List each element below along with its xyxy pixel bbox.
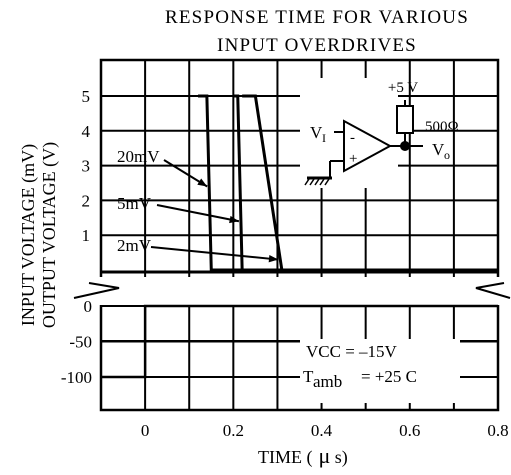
- y-tick-label: 3: [82, 157, 91, 176]
- resistor-label: 500Ω: [425, 119, 459, 135]
- conditions-box: VCC = –15V T amb = +25 C: [300, 339, 460, 403]
- axis-break-right-icon: [475, 282, 511, 299]
- tamb-T: T: [303, 367, 314, 386]
- resistor-icon: [396, 105, 414, 134]
- x-axis-label: TIME (μ s): [258, 443, 348, 468]
- series-label-20mV: 20mV: [117, 147, 160, 166]
- arrow-shaft: [150, 246, 279, 261]
- x-tick-label: 0: [141, 421, 150, 440]
- series-label-arrows: [150, 159, 279, 263]
- chart-title-line2: INPUT OVERDRIVES: [217, 35, 417, 56]
- comparator-symbol: [343, 119, 393, 173]
- plot-frame: [73, 58, 511, 412]
- output-voltage-label: V: [432, 140, 445, 159]
- circuit-schematic: - + V I +5 V 500Ω V o: [300, 78, 459, 188]
- plot-border: [99, 58, 500, 412]
- series-lines: [101, 94, 498, 379]
- series-line-2mV: [242, 94, 498, 272]
- tamb-subscript: amb: [313, 372, 342, 391]
- axis-break-left-icon: [73, 282, 120, 299]
- y-tick-label: -50: [69, 333, 92, 352]
- arrow-shaft: [156, 204, 240, 223]
- y-tick-label: 1: [82, 226, 91, 245]
- x-tick-label: 0.2: [223, 421, 244, 440]
- series-label-2mV: 2mV: [117, 236, 152, 255]
- y-tick-label: 0: [84, 297, 93, 316]
- x-tick-label: 0.4: [311, 421, 333, 440]
- y-tick-labels: 1 2 3 4 5 0 -50 -100: [61, 87, 92, 387]
- x-tick-labels: 0 0.2 0.4 0.6 0.8: [141, 421, 509, 440]
- comparator-minus: -: [350, 130, 355, 146]
- input-voltage-label: V: [310, 123, 323, 142]
- y-tick-label: 4: [82, 122, 91, 141]
- ground-hatch-icon: [304, 178, 330, 186]
- arrow-head-icon: [197, 178, 208, 187]
- y-tick-label: -100: [61, 368, 92, 387]
- y-axis-label-input: INPUT VOLTAGE (mV): [18, 144, 39, 326]
- x-tick-label: 0.8: [487, 421, 508, 440]
- arrow-head-icon: [229, 215, 239, 224]
- conditions-background: [300, 339, 460, 403]
- y-tick-label: 5: [82, 87, 91, 106]
- comparator-plus: +: [349, 151, 357, 167]
- vcc-condition: VCC = –15V: [306, 342, 398, 361]
- tamb-value: = +25 C: [361, 367, 417, 386]
- supply-label: +5 V: [388, 80, 418, 96]
- output-voltage-subscript: o: [444, 148, 450, 162]
- break-gap: [98, 277, 501, 305]
- series-label-5mV: 5mV: [117, 194, 152, 213]
- arrow-head-icon: [268, 254, 279, 263]
- input-voltage-subscript: I: [322, 131, 326, 145]
- y-tick-label: 2: [82, 191, 91, 210]
- input-step-line: [101, 304, 498, 379]
- x-tick-label: 0.6: [399, 421, 420, 440]
- y-axis-label-output: OUTPUT VOLTAGE (V): [39, 142, 60, 328]
- chart-title-line1: RESPONSE TIME FOR VARIOUS: [165, 7, 469, 28]
